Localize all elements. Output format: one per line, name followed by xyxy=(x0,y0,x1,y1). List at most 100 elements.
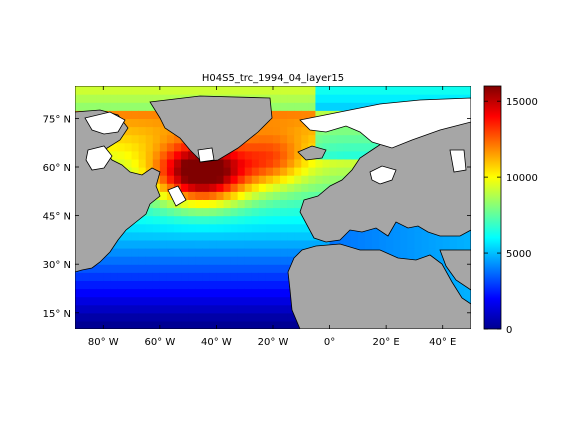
data-cell xyxy=(174,158,182,168)
data-cell xyxy=(131,223,140,233)
data-cell xyxy=(138,223,147,233)
data-cell xyxy=(166,288,175,298)
land xyxy=(75,95,471,329)
data-cell xyxy=(131,142,140,152)
data-cell xyxy=(280,304,288,314)
data-cell xyxy=(357,239,366,249)
data-cell xyxy=(287,158,295,168)
colorbar-ticks: 0 5000 10000 15000 xyxy=(484,97,538,336)
data-cell xyxy=(89,272,97,281)
data-cell xyxy=(287,134,295,144)
y-tick-label: 30° N xyxy=(43,260,71,271)
data-cell xyxy=(110,256,119,265)
data-cell xyxy=(138,256,147,265)
data-cell xyxy=(273,191,281,200)
data-cell xyxy=(209,296,218,306)
data-cell xyxy=(273,256,281,265)
data-cell xyxy=(251,167,260,176)
data-cell xyxy=(209,167,218,176)
data-cell xyxy=(379,231,387,241)
data-cell xyxy=(75,296,83,306)
data-cell xyxy=(223,223,232,233)
data-cell xyxy=(273,118,281,128)
data-cell xyxy=(138,272,147,281)
data-cell xyxy=(216,183,225,192)
data-cell xyxy=(273,304,281,314)
data-cell xyxy=(244,264,253,273)
data-cell xyxy=(258,312,267,322)
data-cell xyxy=(82,312,90,322)
data-cell xyxy=(251,256,260,265)
data-cell xyxy=(273,223,281,233)
data-cell xyxy=(280,296,288,306)
data-cell xyxy=(456,288,465,298)
data-cell xyxy=(181,183,189,192)
data-cell xyxy=(131,167,140,176)
data-cell xyxy=(82,102,90,111)
data-cell xyxy=(195,272,203,281)
data-cell xyxy=(251,86,260,95)
data-cell xyxy=(131,280,140,290)
data-cell xyxy=(216,256,225,265)
data-cell xyxy=(89,296,97,306)
data-cell xyxy=(82,296,90,306)
data-cell xyxy=(152,256,161,265)
data-cell xyxy=(386,231,394,241)
data-cell xyxy=(258,304,267,314)
data-cell xyxy=(223,175,232,184)
data-cell xyxy=(188,215,196,225)
data-cell xyxy=(258,256,267,265)
data-cell xyxy=(237,288,246,298)
data-cell xyxy=(110,304,119,314)
data-cell xyxy=(117,280,126,290)
data-cell xyxy=(75,288,83,298)
labrador-ice-nodata xyxy=(197,147,215,163)
data-cell xyxy=(195,320,203,329)
data-cell xyxy=(202,175,210,184)
data-cell xyxy=(110,102,119,111)
data-cell xyxy=(273,320,281,329)
data-cell xyxy=(294,167,302,176)
data-cell xyxy=(103,86,111,95)
data-cell xyxy=(202,183,210,192)
data-cell xyxy=(152,118,161,128)
chart-title: H04S5_trc_1994_04_layer15 xyxy=(202,73,344,84)
data-cell xyxy=(138,118,147,128)
data-cell xyxy=(258,215,267,225)
data-cell xyxy=(152,288,161,298)
data-cell xyxy=(131,312,140,322)
data-cell xyxy=(364,86,373,95)
data-cell xyxy=(174,320,182,329)
data-cell xyxy=(230,215,239,225)
data-cell xyxy=(89,102,97,111)
data-cell xyxy=(145,256,154,265)
data-cell xyxy=(159,142,168,152)
data-cell xyxy=(89,280,97,290)
data-cell xyxy=(287,175,295,184)
data-cell xyxy=(258,191,267,200)
data-cell xyxy=(96,320,104,329)
data-cell xyxy=(131,296,140,306)
data-cell xyxy=(251,215,260,225)
data-cell xyxy=(357,150,366,160)
data-cell xyxy=(280,264,288,273)
data-cell xyxy=(202,256,210,265)
data-cell xyxy=(174,215,182,225)
data-cell xyxy=(195,312,203,322)
data-cell xyxy=(216,215,225,225)
data-cell xyxy=(181,304,189,314)
data-cell xyxy=(273,142,281,152)
data-cell xyxy=(96,272,104,281)
data-cell xyxy=(131,272,140,281)
data-cell xyxy=(273,183,281,192)
data-cell xyxy=(131,256,140,265)
data-cell xyxy=(357,142,366,152)
data-cell xyxy=(364,239,373,249)
data-cell xyxy=(145,231,154,241)
data-cell xyxy=(174,248,182,257)
data-cell xyxy=(350,134,359,144)
data-cell xyxy=(329,167,338,176)
data-cell xyxy=(287,183,295,192)
data-cell xyxy=(421,86,430,95)
data-cell xyxy=(166,175,175,184)
